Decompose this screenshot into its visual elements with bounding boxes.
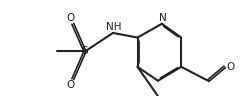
Text: NH: NH [106, 22, 121, 32]
Text: S: S [81, 46, 88, 56]
Text: O: O [67, 80, 75, 90]
Text: O: O [67, 13, 75, 23]
Text: N: N [158, 13, 166, 23]
Text: O: O [226, 62, 234, 72]
